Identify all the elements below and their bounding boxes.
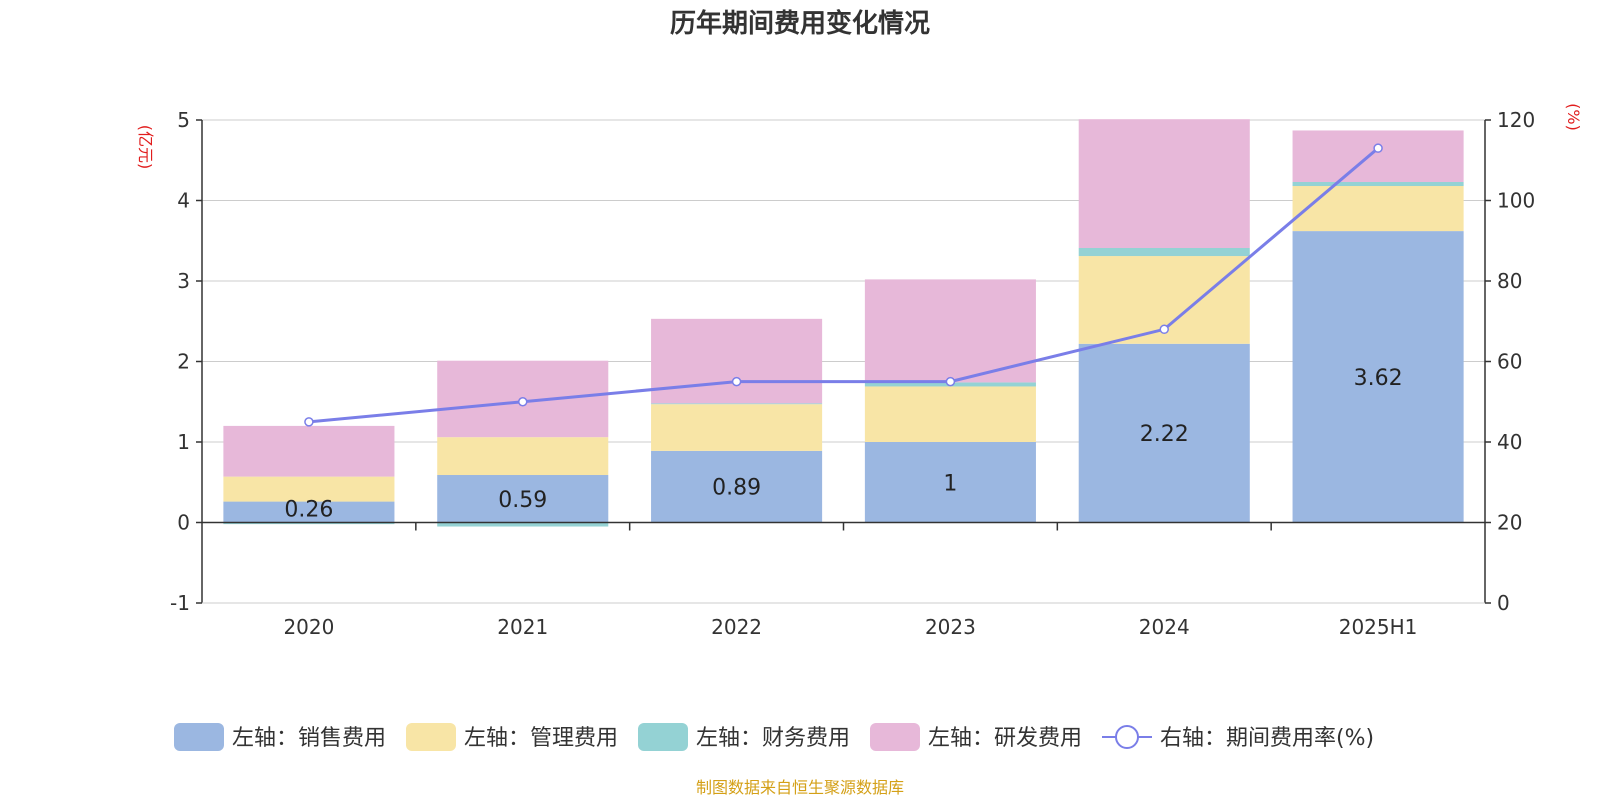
x-tick-label: 2025H1 — [1339, 615, 1418, 639]
bar-segment — [651, 403, 823, 405]
left-tick-label: -1 — [170, 591, 190, 615]
bar-segment — [1078, 343, 1250, 523]
x-tick-label: 2021 — [497, 615, 548, 639]
bar-segment — [651, 450, 823, 523]
bar-segment — [864, 442, 1036, 523]
legend-label: 左轴：研发费用 — [928, 726, 1082, 751]
rate-point — [304, 417, 314, 427]
source-note: 制图数据来自恒生聚源数据库 — [696, 778, 904, 797]
right-axis-unit: (%) — [1564, 103, 1583, 131]
x-tick-label: 2024 — [1139, 615, 1190, 639]
bar-segment — [223, 501, 395, 523]
bar-segment — [651, 318, 823, 404]
legend-item: 右轴：期间费用率(%) — [1102, 725, 1374, 751]
left-tick-label: 1 — [177, 430, 190, 454]
x-tick-label: 2023 — [925, 615, 976, 639]
legend: 左轴：销售费用 左轴：管理费用 左轴：财务费用 左轴：研发费用 右轴：期间费用率(%) — [174, 723, 1374, 751]
legend-item: 左轴：管理费用 — [406, 723, 618, 751]
bars — [223, 119, 1464, 527]
bar-segment — [1292, 186, 1464, 232]
bar-segment — [1078, 119, 1250, 248]
x-tick-label: 2020 — [283, 615, 334, 639]
legend-label: 左轴：销售费用 — [232, 726, 386, 751]
legend-item: 左轴：销售费用 — [174, 723, 386, 751]
legend-marker — [1115, 725, 1139, 749]
bar-segment — [864, 386, 1036, 442]
left-tick-label: 0 — [177, 511, 190, 535]
bar-value-label: 0.89 — [712, 476, 761, 501]
right-tick-label: 20 — [1497, 511, 1522, 535]
bar-segment — [437, 522, 609, 527]
left-axis-unit: (亿元) — [136, 125, 155, 170]
bar-value-label: 0.26 — [284, 498, 333, 523]
bar-segment — [437, 475, 609, 523]
left-tick-label: 5 — [177, 108, 190, 132]
rate-point — [1373, 143, 1383, 153]
bar-segment — [223, 522, 395, 525]
bar-value-label: 0.59 — [498, 488, 547, 513]
data-labels: 0.26 0.59 0.89 1 2.22 3.62 — [284, 366, 1402, 523]
bar-segment — [651, 404, 823, 451]
chart-title: 历年期间费用变化情况 — [670, 8, 930, 39]
bar-segment — [223, 425, 395, 477]
bar-segment — [437, 437, 609, 476]
right-tick-label: 80 — [1497, 269, 1522, 293]
legend-swatch — [870, 723, 920, 751]
x-tick-label: 2022 — [711, 615, 762, 639]
bar-value-label: 2.22 — [1140, 422, 1189, 447]
bar-value-label: 3.62 — [1354, 366, 1403, 391]
right-tick-label: 120 — [1497, 108, 1535, 132]
rate-line-path — [308, 147, 1380, 424]
rate-point — [518, 397, 528, 407]
legend-label: 左轴：财务费用 — [696, 726, 850, 751]
legend-swatch — [174, 723, 224, 751]
right-tick-label: 60 — [1497, 350, 1522, 374]
bar-segment — [1292, 130, 1464, 182]
bar-segment — [1078, 247, 1250, 257]
right-tick-label: 100 — [1497, 189, 1535, 213]
legend-swatch — [406, 723, 456, 751]
bar-segment — [1292, 231, 1464, 523]
bar-value-label: 1 — [943, 471, 957, 496]
axes: -1 0 1 2 3 4 5 0 20 40 60 80 100 120 2020 2021 2022 2023 2… — [170, 108, 1535, 639]
right-tick-label: 40 — [1497, 430, 1522, 454]
bar-segment — [864, 279, 1036, 383]
left-tick-label: 2 — [177, 350, 190, 374]
legend-item: 左轴：财务费用 — [638, 723, 850, 751]
right-tick-label: 0 — [1497, 591, 1510, 615]
legend-item: 左轴：研发费用 — [870, 723, 1082, 751]
rate-point — [1159, 324, 1169, 335]
legend-swatch — [638, 723, 688, 751]
legend-label: 左轴：管理费用 — [464, 726, 618, 751]
left-tick-label: 3 — [177, 269, 190, 293]
bar-segment — [1292, 181, 1464, 187]
rate-point — [945, 376, 956, 387]
rate-point — [731, 376, 742, 387]
rate-line — [304, 143, 1383, 427]
bar-segment — [223, 476, 395, 502]
legend-label: 右轴：期间费用率(%) — [1160, 726, 1374, 751]
left-tick-label: 4 — [177, 189, 190, 213]
